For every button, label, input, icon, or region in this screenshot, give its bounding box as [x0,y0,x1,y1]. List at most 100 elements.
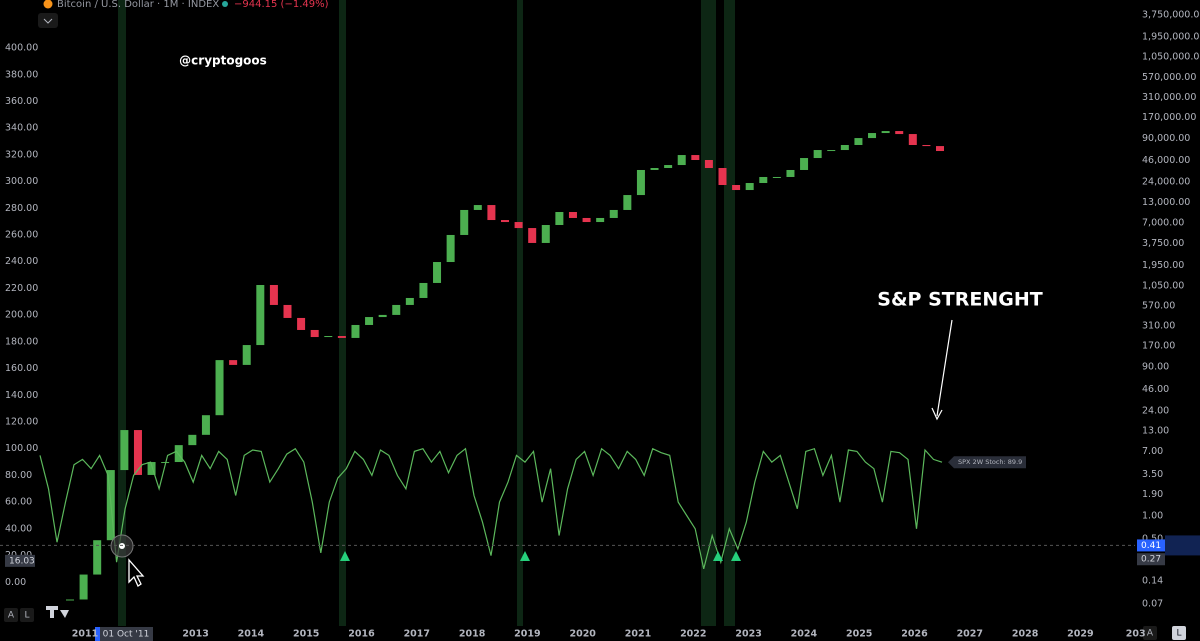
candle [609,209,618,218]
y2-tick-label: 24.00 [1142,405,1169,416]
y2-tick-label: 0.14 [1142,575,1163,586]
signal-triangle [520,551,530,561]
candle [745,183,754,191]
x-tick-label: 2024 [791,629,818,640]
x-tick-label: 2019 [514,629,540,640]
crosshair-date-box [100,627,153,641]
collapse-button[interactable] [38,13,58,28]
candle [636,169,645,196]
y2-tick-label: 1.00 [1142,510,1163,521]
auto-button[interactable] [4,608,18,622]
log-button[interactable] [1172,626,1186,640]
cursor-dot [119,543,125,549]
candle [691,155,700,161]
y-tick-label: 320.00 [5,149,38,160]
candle [460,209,469,235]
status-dot [222,1,228,7]
y2-tick-label: 3,750.00 [1142,238,1184,249]
signal-triangle [340,551,350,561]
y2-tick-label: 570.00 [1142,300,1175,311]
y-tick-label: 160.00 [5,363,38,374]
signal-band [339,0,346,626]
candle [365,317,374,325]
y-tick-label: 260.00 [5,230,38,241]
candle [188,434,197,446]
candle [310,329,319,338]
date-highlight [95,627,100,641]
y2-tick-label: 46.00 [1142,384,1169,395]
candle [772,176,781,178]
y-tick-label: 60.00 [5,497,32,508]
y2-tick-label: 24,000.00 [1142,177,1190,188]
candle [201,415,210,435]
candle [800,158,809,170]
candle [582,217,591,223]
log-label: L [1176,629,1181,639]
y2-tick-label: 170.00 [1142,341,1175,352]
series-label: SPX 2W Stoch: 89.9 [958,458,1022,466]
candle [786,169,795,177]
y2-tick-label: 570,000.00 [1142,72,1196,83]
candle [242,345,251,365]
candle [922,144,931,147]
price-marker-box [1137,539,1165,552]
candle [79,574,88,600]
candle [433,262,442,283]
candle [718,168,727,186]
crosshair-date: 01 Oct '11 [103,630,150,640]
x-tick-label: 2027 [957,629,983,640]
candle [337,336,346,338]
x-tick-label: 2014 [238,629,265,640]
signal-band [118,0,126,626]
y2-tick-label: 0.07 [1142,598,1163,609]
y2-tick-label: 13,000.00 [1142,197,1190,208]
candle [324,336,333,338]
signal-band [724,0,735,626]
arrow-head [931,407,943,421]
chevron-icon [43,18,53,24]
candle [147,462,156,475]
y2-tick-label: 1,050,000.00 [1142,52,1200,63]
y2-tick-label: 90,000.00 [1142,133,1190,144]
x-tick-label: 2021 [625,629,651,640]
signal-triangle [731,551,741,561]
candle [351,324,360,338]
candle [174,445,183,463]
candle [256,284,265,346]
log-label: L [24,611,29,621]
x-tick-label: 2026 [901,629,928,640]
signal-triangle [713,551,723,561]
candle [120,430,129,471]
annotation: S&P STRENGHT [877,289,1042,311]
x-tick-label: 2015 [293,629,319,640]
x-tick-label: 2025 [846,629,872,640]
y-tick-label: 120.00 [5,417,38,428]
y2-tick-label: 1,950,000.00 [1142,31,1200,42]
y-tick-label: 140.00 [5,390,38,401]
x-tick-label: 2018 [459,629,486,640]
candle [392,304,401,315]
candle [596,217,605,223]
x-tick-label: 203 [1126,629,1146,640]
coin-icon [43,0,53,9]
y-tick-label: 280.00 [5,203,38,214]
auto-button[interactable] [1143,626,1157,640]
x-tick-label: 2013 [182,629,208,640]
candle [487,205,496,221]
stoch-line [39,447,943,570]
y2-tick-label: 90.00 [1142,362,1169,373]
x-tick-label: 2029 [1067,629,1093,640]
y2-tick-label: 3,750,000.00 [1142,10,1200,21]
y-tick-label: 220.00 [5,283,38,294]
y2-tick-label: 3.50 [1142,469,1163,480]
candle [908,134,917,145]
y2-tick-label: 1.90 [1142,489,1163,500]
log-button[interactable] [20,608,34,622]
crosshair-y-label: 16.03 [9,556,35,566]
candle [704,160,713,169]
candle [133,430,142,475]
x-tick-label: 2023 [735,629,761,640]
y-tick-label: 360.00 [5,96,38,107]
signal-band [701,0,716,626]
